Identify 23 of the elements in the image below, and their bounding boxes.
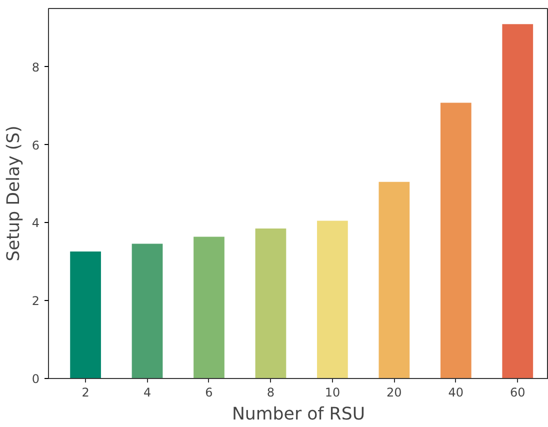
bar [255, 228, 286, 378]
x-tick-label: 20 [386, 386, 402, 400]
bar [502, 24, 534, 378]
x-tick-label: 8 [266, 386, 275, 400]
x-tick-label: 2 [82, 386, 90, 400]
x-tick-label: 40 [448, 386, 464, 400]
bar [132, 244, 163, 378]
y-tick-label: 6 [32, 138, 40, 152]
x-axis-title: Number of RSU [232, 404, 366, 424]
x-tick-label: 6 [205, 386, 213, 400]
x-tick-label: 10 [324, 386, 340, 400]
bar [317, 220, 348, 378]
bar [70, 252, 101, 378]
y-tick-label: 8 [32, 60, 40, 74]
y-axis-title: Setup Delay (S) [4, 126, 24, 262]
bar [378, 182, 410, 378]
y-tick-label: 0 [32, 372, 40, 386]
x-tick-label: 60 [510, 386, 526, 400]
y-tick-label: 4 [32, 216, 40, 230]
bar [440, 102, 472, 378]
y-tick-label: 2 [32, 294, 40, 308]
x-tick-label: 4 [143, 386, 152, 400]
bar [194, 236, 224, 378]
